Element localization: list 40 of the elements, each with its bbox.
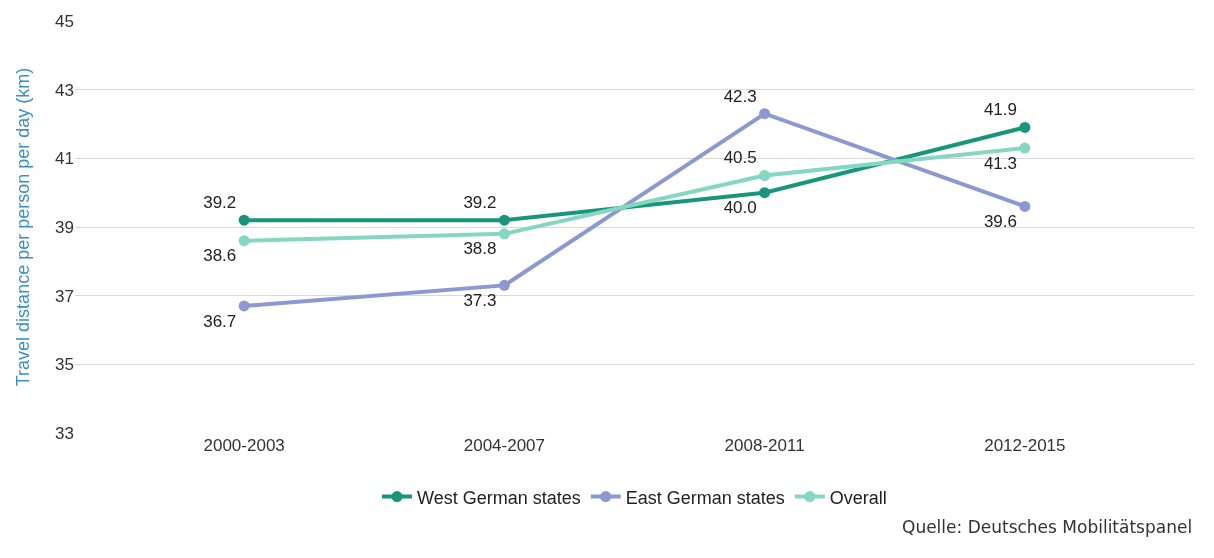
y-tick-label: 35 (55, 355, 74, 375)
point (1019, 121, 1031, 133)
point (759, 170, 771, 181)
y-tick-label: 37 (55, 286, 74, 306)
y-tick-label: 39 (55, 217, 74, 237)
y-axis-title: Travel distance per person per day (km) (13, 67, 33, 387)
data-label: 37.3 (463, 290, 497, 310)
point (498, 228, 510, 240)
data-label: 40.0 (723, 198, 757, 218)
data-label: 39.2 (203, 193, 237, 213)
data-label: 39.2 (463, 193, 497, 213)
source-note: Quelle: Deutsches Mobilitätspanel (902, 517, 1193, 537)
y-tick-label: 33 (55, 423, 74, 443)
x-tick-label: 2008-2011 (724, 436, 805, 455)
data-label: 38.8 (463, 239, 497, 259)
data-label: 41.9 (983, 100, 1017, 120)
data-label: 36.7 (203, 311, 237, 331)
data-label: 40.5 (723, 148, 757, 168)
legend-label: East German states (625, 487, 785, 508)
y-tick-label: 43 (55, 80, 74, 100)
point (498, 214, 510, 226)
x-tick-label: 2004-2007 (463, 436, 546, 455)
data-label: 39.6 (983, 212, 1017, 232)
data-label: 38.6 (203, 246, 237, 266)
point (238, 214, 250, 226)
x-tick-label: 2012-2015 (984, 436, 1066, 455)
legend-label: West German states (417, 487, 581, 508)
point (759, 108, 771, 120)
x-tick-label: 2000-2003 (203, 436, 285, 455)
y-tick-label: 45 (55, 11, 74, 31)
legend-label: Overall (829, 487, 887, 508)
point (759, 187, 771, 199)
data-label: 42.3 (723, 86, 757, 106)
point (238, 300, 250, 312)
point (1019, 142, 1031, 154)
data-label: 41.3 (983, 153, 1017, 173)
point (1019, 200, 1031, 212)
point (238, 235, 250, 247)
y-tick-label: 41 (55, 149, 74, 169)
point (498, 279, 510, 291)
